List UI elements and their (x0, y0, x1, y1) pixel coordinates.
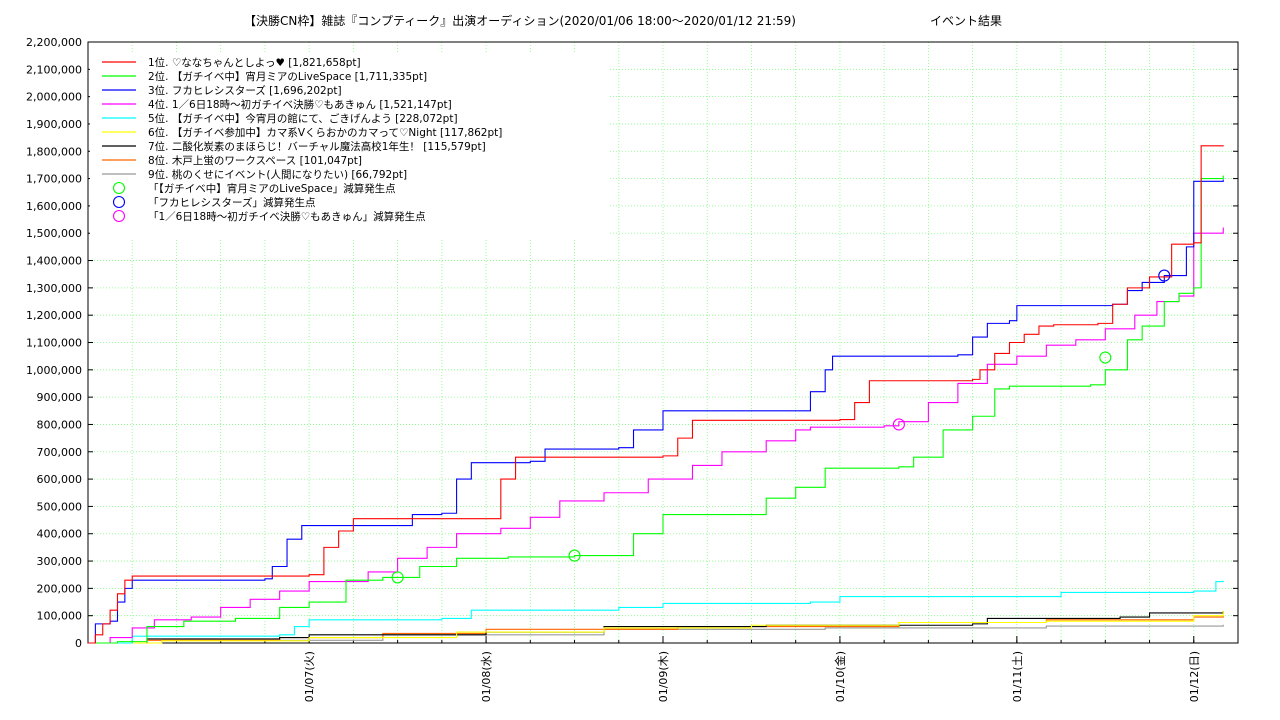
series-line (88, 179, 1224, 644)
x-tick-label: 01/10(金) (833, 651, 847, 702)
series-line (88, 611, 1224, 644)
legend-label: 4位. 1／6日18時〜初ガチイベ決勝♡もあきゅん [1,521,147pt] (148, 98, 452, 111)
axes: 0 100,000 200,000 300,000 400,000 500,000 600,… (26, 36, 1238, 702)
y-tick-label: 800,000 (37, 418, 83, 431)
marker-group (391, 269, 1171, 584)
legend-marker (112, 181, 126, 195)
x-tick-label: 01/09(木) (657, 651, 670, 702)
y-tick-label: 1,800,000 (26, 145, 82, 158)
marker-point (568, 549, 581, 562)
y-tick-label: 400,000 (37, 528, 83, 541)
legend-label: 「フカヒレシスターズ」減算発生点 (148, 196, 315, 209)
series-line (88, 610, 1224, 644)
y-tick-label: 2,000,000 (26, 91, 82, 104)
y-tick-label: 1,400,000 (26, 255, 82, 268)
y-tick-label: 0 (75, 637, 82, 650)
marker-point (1099, 351, 1112, 364)
marker-point (391, 571, 404, 584)
marker-point (1158, 269, 1171, 282)
legend-marker (112, 209, 126, 223)
series-line (88, 580, 1224, 644)
y-tick-label: 700,000 (37, 446, 83, 459)
legend-box (90, 54, 610, 240)
legend-label: 6位. 【ガチイベ参加中】カマ系Vくらおかのカマって♡Night [117,86… (148, 126, 502, 139)
x-tick-label: 01/07(火) (303, 651, 316, 702)
y-tick-label: 1,300,000 (26, 282, 82, 295)
legend-label: 3位. フカヒレシスターズ [1,696,202pt] (148, 84, 342, 97)
x-tick-label: 01/12(日) (1188, 651, 1201, 702)
x-tick-label: 01/11(土) (1011, 651, 1024, 702)
y-tick-label: 200,000 (37, 582, 83, 595)
marker-point (892, 418, 905, 431)
y-tick-label: 600,000 (37, 473, 83, 486)
y-tick-label: 500,000 (37, 500, 83, 513)
y-tick-label: 1,200,000 (26, 309, 82, 322)
legend-label: 8位. 木戸上蛍のワークスペース [101,047pt] (148, 154, 362, 167)
series-line (88, 145, 1224, 644)
series-group (88, 145, 1224, 644)
legend-label: 2位. 【ガチイベ中】宵月ミアのLiveSpace [1,711,335pt] (148, 70, 427, 83)
legend-label: 「1／6日18時〜初ガチイベ決勝♡もあきゅん」減算発生点 (148, 210, 426, 223)
grid (88, 41, 1238, 644)
legend-label: 5位. 【ガチイベ中】今宵月の館にて、ごきげんよう [228,072pt] (148, 112, 458, 125)
y-tick-label: 900,000 (37, 391, 83, 404)
legend-label: 9位. 桃のくせにイベント(人間になりたい) [66,792pt] (148, 168, 407, 181)
y-tick-label: 1,000,000 (26, 364, 82, 377)
x-tick-label: 01/08(水) (480, 651, 493, 702)
legend-label: 1位. ♡ななちゃんとしよっ♥ [1,821,658pt] (148, 56, 361, 69)
series-line (88, 227, 1224, 644)
y-tick-label: 1,600,000 (26, 200, 82, 213)
series-line (88, 175, 1224, 644)
y-tick-label: 2,200,000 (26, 36, 82, 49)
legend-marker (112, 195, 126, 209)
y-tick-label: 1,100,000 (26, 337, 82, 350)
legend-label: 7位. 二酸化炭素のまほらじ！バーチャル魔法高校1年生！ [115,579pt] (148, 140, 486, 153)
y-tick-label: 1,700,000 (26, 173, 82, 186)
y-tick-label: 100,000 (37, 610, 83, 623)
chart-title: 【決勝CN枠】雑誌『コンプティーク』出演オーディション(2020/01/06 1… (244, 13, 796, 28)
legend: 1位. ♡ななちゃんとしよっ♥ [1,821,658pt]2位. 【ガチイベ中】… (90, 54, 610, 240)
y-tick-label: 1,500,000 (26, 227, 82, 240)
y-tick-label: 1,900,000 (26, 118, 82, 131)
legend-label: 「【ガチイベ中】宵月ミアのLiveSpace」減算発生点 (148, 182, 396, 195)
chart-title-suffix: イベント結果 (930, 14, 1002, 28)
y-tick-label: 300,000 (37, 555, 83, 568)
y-tick-label: 2,100,000 (26, 63, 82, 76)
